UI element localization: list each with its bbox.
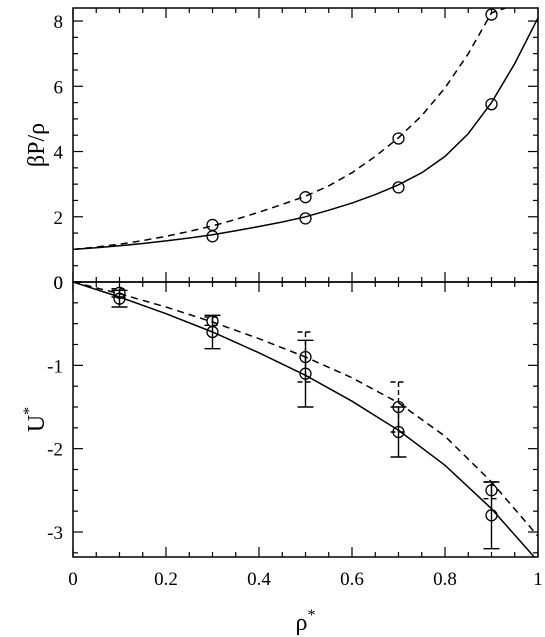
bottom-series-solid-point <box>113 292 126 305</box>
x-tick-label: 0.8 <box>433 569 457 590</box>
bottom-series-solid-curve <box>73 282 536 557</box>
bottom-y-tick-label: -1 <box>47 356 63 377</box>
bottom-y-tick-label: 0 <box>54 273 64 294</box>
bottom-y-axis-title: U* <box>21 407 50 432</box>
x-axis-title: ρ* <box>296 607 316 636</box>
top-series-solid-curve <box>73 17 538 251</box>
top-y-tick-label: 0 <box>54 273 64 294</box>
bottom-series-dashed-curve <box>73 282 538 537</box>
top-series-dashed-curve <box>73 8 506 251</box>
x-tick-label: 1 <box>533 569 543 590</box>
bottom-y-axis-title-sup: * <box>21 407 38 415</box>
top-series-solid-point <box>299 212 312 225</box>
top-series-solid-point <box>392 181 405 194</box>
x-tick-label: 0.2 <box>154 569 178 590</box>
top-y-tick-label: 2 <box>54 208 64 229</box>
bottom-series-solid-error-bar <box>297 339 314 408</box>
x-tick-label: 0 <box>68 569 78 590</box>
bottom-panel: 0 0.2 0.4 0.6 0.8 1 0 -1 -2 -3 U* ρ* <box>21 273 543 636</box>
top-y-tick-label: 8 <box>54 12 64 33</box>
bottom-y-tick-label: -2 <box>47 440 63 461</box>
x-tick-label: 0.6 <box>340 569 364 590</box>
top-y-axis-title: βP/ρ <box>24 123 50 167</box>
bottom-series-solid-error-bar <box>483 481 500 550</box>
bottom-y-tick-label: -3 <box>47 523 63 544</box>
top-series-solid-point <box>485 98 498 111</box>
bottom-series-solid-point <box>299 367 312 380</box>
bottom-series-solid-point <box>485 509 498 522</box>
top-series-solid-point <box>206 230 219 243</box>
top-y-tick-label: 6 <box>54 77 64 98</box>
top-series-dashed-point <box>299 191 312 204</box>
bottom-series-solid-point <box>392 425 405 439</box>
bottom-series-solid-point <box>206 325 219 339</box>
x-axis-title-sup: * <box>307 607 315 624</box>
top-plot-frame <box>72 7 539 283</box>
bottom-plot-frame <box>72 281 539 558</box>
top-series-dashed-point <box>485 8 498 21</box>
top-y-tick-label: 4 <box>54 143 64 164</box>
bottom-series-solid-error-bar <box>390 406 407 458</box>
top-panel: 0 2 4 6 8 βP/ρ <box>24 7 539 294</box>
bottom-series-solid-error-bar <box>204 314 221 350</box>
x-tick-label: 0.4 <box>247 569 271 590</box>
top-series-dashed-point <box>392 132 405 145</box>
